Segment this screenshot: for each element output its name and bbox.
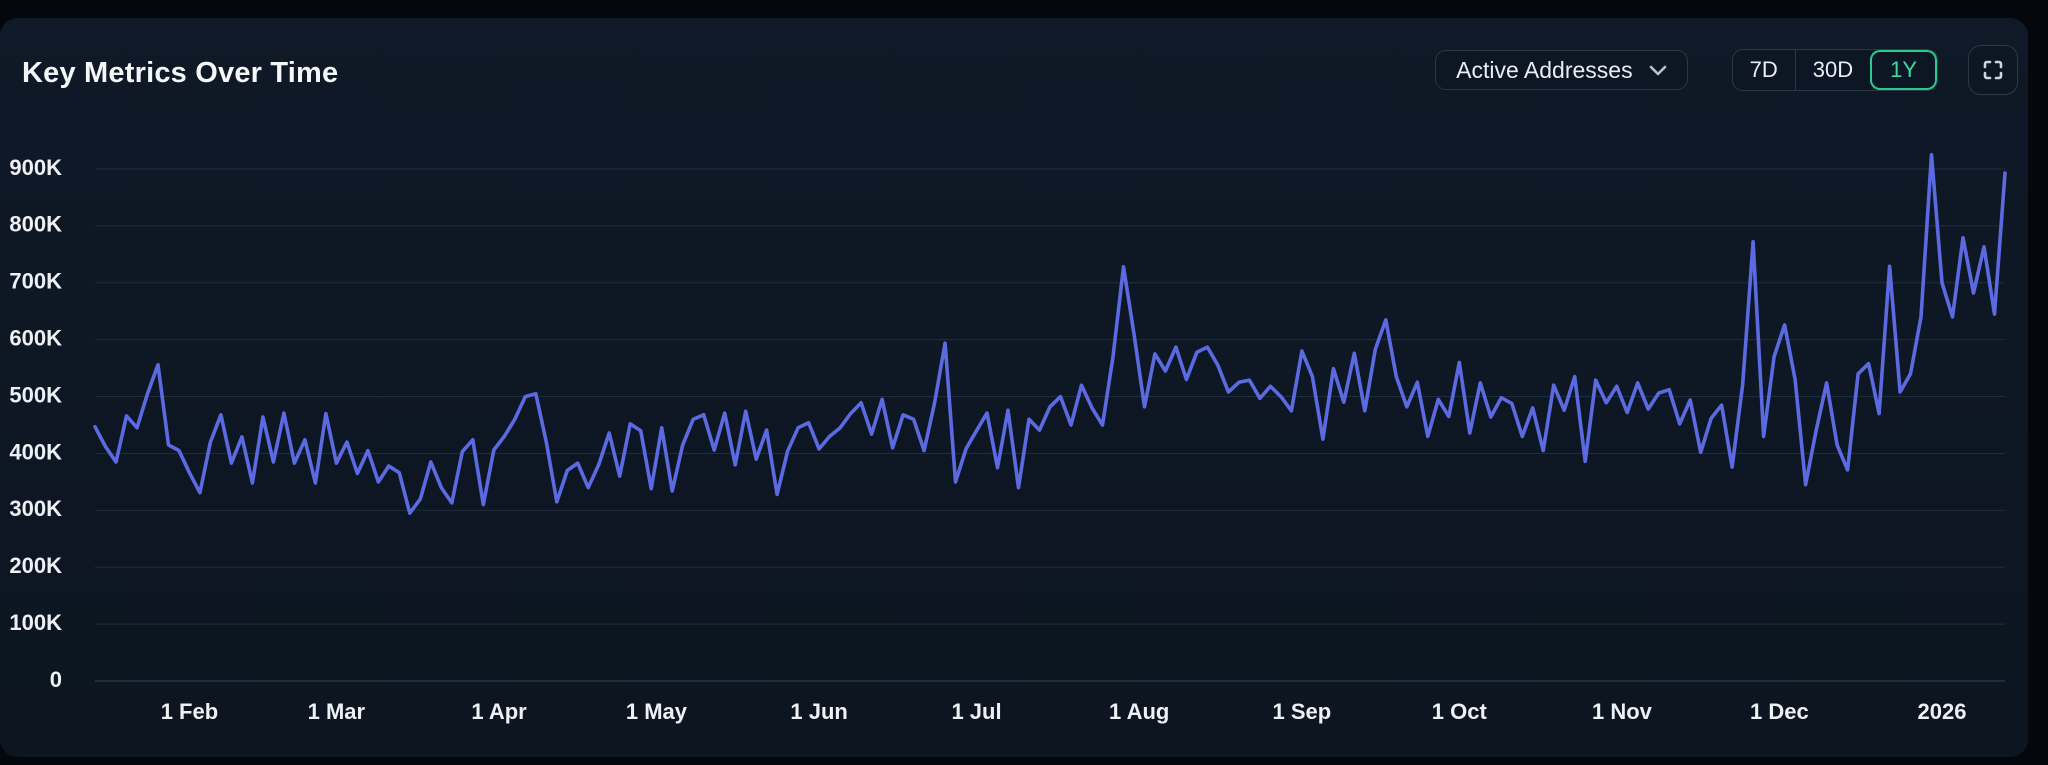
fullscreen-button[interactable] (1968, 45, 2018, 95)
y-tick-label: 400K (9, 439, 62, 464)
x-axis-labels: 1 Feb 1 Mar 1 Apr 1 May 1 Jun 1 Jul 1 Aug 1 Sep… (161, 699, 1967, 724)
active-addresses-series-line (93, 153, 2007, 516)
y-tick-label: 500K (9, 382, 62, 407)
x-tick-label: 2026 (1918, 699, 1967, 724)
range-button-30d[interactable]: 30D (1794, 50, 1870, 90)
metric-dropdown-value: Active Addresses (1456, 56, 1633, 83)
x-tick-label: 1 Jul (951, 699, 1001, 724)
x-tick-label: 1 Nov (1592, 699, 1653, 724)
y-tick-label: 200K (9, 553, 62, 578)
x-tick-label: 1 May (626, 699, 688, 724)
y-tick-label: 0 (50, 667, 62, 692)
x-tick-label: 1 Dec (1750, 699, 1809, 724)
x-tick-label: 1 Sep (1273, 699, 1332, 724)
range-button-7d[interactable]: 7D (1733, 50, 1795, 90)
y-tick-label: 900K (9, 155, 62, 180)
page-title: Key Metrics Over Time (22, 57, 339, 89)
x-tick-label: 1 Oct (1432, 699, 1488, 724)
range-selector: 7D 30D 1Y (1731, 49, 1938, 91)
x-tick-label: 1 Mar (308, 699, 366, 724)
chevron-down-icon (1649, 65, 1666, 75)
key-metrics-card (0, 18, 2028, 757)
metric-dropdown[interactable]: Active Addresses (1435, 50, 1688, 90)
x-tick-label: 1 Jun (790, 699, 847, 724)
fullscreen-icon (1983, 60, 2003, 80)
y-axis-labels: 0 100K 200K 300K 400K 500K 600K 700K 800K 900K (9, 155, 62, 692)
y-tick-label: 300K (9, 496, 62, 521)
y-tick-label: 600K (9, 325, 62, 350)
y-tick-label: 700K (9, 269, 62, 294)
x-tick-label: 1 Feb (161, 699, 218, 724)
x-tick-label: 1 Aug (1109, 699, 1169, 724)
range-button-1y[interactable]: 1Y (1870, 50, 1937, 90)
x-tick-label: 1 Apr (471, 699, 527, 724)
y-tick-label: 800K (9, 212, 62, 237)
grid-lines (95, 168, 2005, 682)
header-controls: Active Addresses 7D 30D 1Y (1435, 45, 2018, 95)
y-tick-label: 100K (9, 610, 62, 635)
